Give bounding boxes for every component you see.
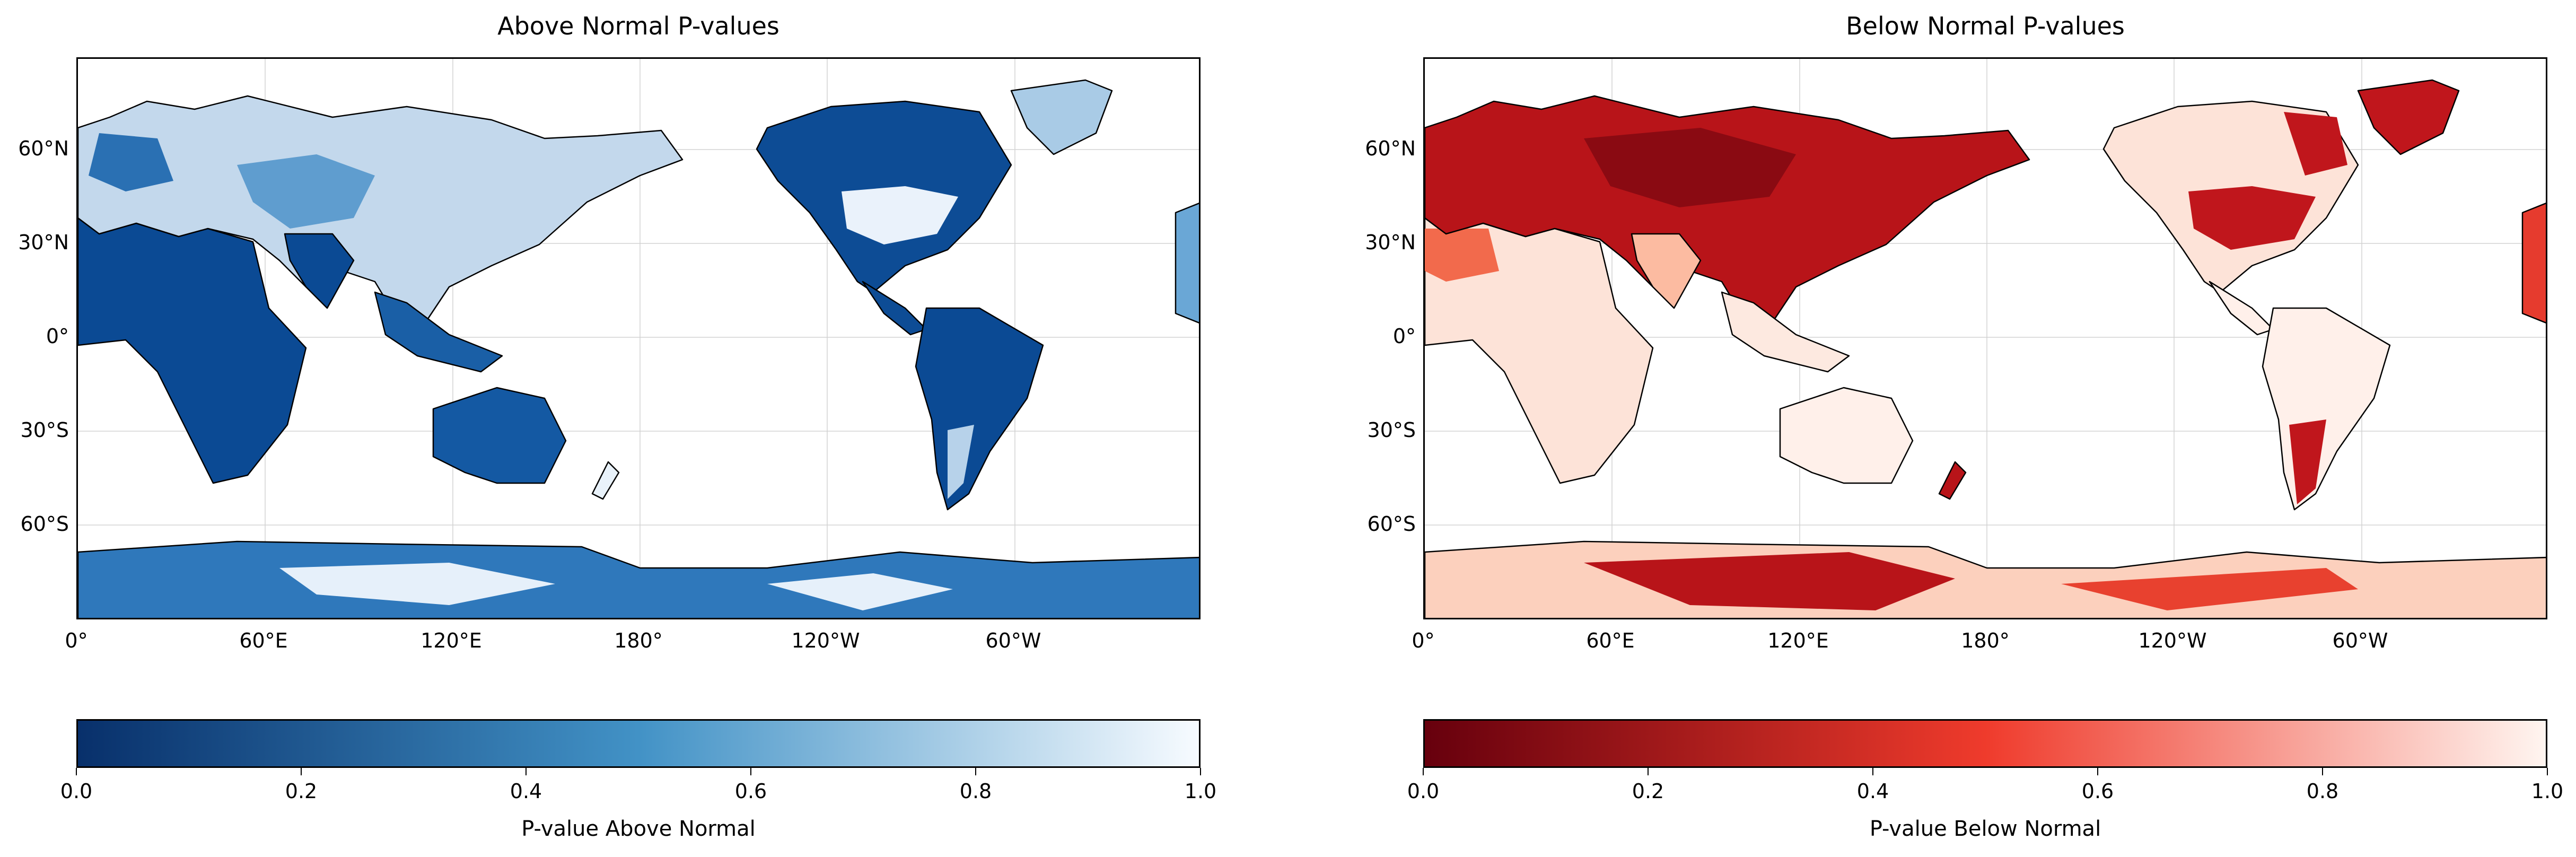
map-svg: [1425, 59, 2546, 618]
colorbar-tick-label: 0.0: [60, 780, 93, 803]
region-eurasia: [78, 95, 684, 336]
lat-tick-label: 0°: [1392, 325, 1416, 348]
colorbar-tick-label: 0.4: [510, 780, 542, 803]
colorbar-tick-mark: [1648, 768, 1649, 775]
region-australia: [432, 387, 567, 484]
colorbar-title: P-value Below Normal: [1869, 817, 2101, 841]
lon-tick-label: 0°: [65, 629, 88, 652]
lat-tick-label: 60°S: [1367, 512, 1416, 536]
lon-tick-label: 180°: [614, 629, 663, 652]
lat-tick-label: 30°S: [20, 418, 69, 442]
colorbar-title: P-value Above Normal: [521, 817, 756, 841]
colorbar-tick-label: 0.6: [734, 780, 767, 803]
lat-tick-label: 30°N: [1365, 231, 1416, 254]
colorbar-tick-mark: [2097, 768, 2098, 775]
colorbar-tick-mark: [750, 768, 751, 775]
colorbar-tick-label: 0.2: [1632, 780, 1664, 803]
lon-tick-label: 60°E: [239, 629, 288, 652]
lon-tick-label: 60°W: [2332, 629, 2388, 652]
colorbar-tick-label: 1.0: [1184, 780, 1217, 803]
panel-title: Below Normal P-values: [1846, 12, 2125, 40]
colorbar-below-normal: [1423, 719, 2547, 768]
lat-tick-label: 0°: [46, 325, 69, 348]
lat-tick-label: 60°N: [1365, 137, 1416, 160]
region-india: [1631, 233, 1702, 309]
colorbar-tick-mark: [76, 768, 77, 775]
lon-tick-label: 120°W: [2138, 629, 2207, 652]
colorbar-tick-label: 0.0: [1407, 780, 1440, 803]
lat-tick-label: 60°S: [20, 512, 69, 536]
lat-tick-label: 60°N: [18, 137, 69, 160]
region-eurasia: [1425, 95, 2030, 336]
colorbar-tick-mark: [1423, 768, 1424, 775]
colorbar-tick-mark: [525, 768, 527, 775]
region-greenland: [2357, 79, 2460, 155]
panel-above-normal: Above Normal P-values: [0, 0, 1236, 857]
colorbar-tick-mark: [2547, 768, 2548, 775]
colorbar-tick-mark: [2322, 768, 2323, 775]
lon-tick-label: 120°W: [791, 629, 860, 652]
lon-tick-label: 60°E: [1586, 629, 1635, 652]
region-australia: [1779, 387, 1914, 484]
colorbar-tick-label: 1.0: [2531, 780, 2564, 803]
colorbar-tick-label: 0.8: [959, 780, 992, 803]
lon-tick-label: 60°W: [985, 629, 1041, 652]
region-se-asia: [1721, 291, 1850, 373]
colorbar-tick-mark: [975, 768, 976, 775]
colorbar-tick-label: 0.4: [1856, 780, 1889, 803]
region-south-america: [915, 307, 1044, 511]
region-south-america: [2262, 307, 2391, 511]
region-antarctica: [1425, 540, 2546, 618]
region-africa: [78, 217, 307, 484]
lon-tick-label: 120°E: [420, 629, 482, 652]
lat-tick-label: 30°S: [1367, 418, 1416, 442]
lat-tick-label: 30°N: [18, 231, 69, 254]
colorbar-above-normal: [76, 719, 1201, 768]
region-greenland: [1010, 79, 1113, 155]
region-antarctica: [78, 540, 1199, 618]
colorbar-tick-label: 0.8: [2306, 780, 2339, 803]
lon-tick-label: 120°E: [1767, 629, 1829, 652]
map-svg: [78, 59, 1199, 618]
map-above-normal: [76, 57, 1201, 619]
map-below-normal: [1423, 57, 2547, 619]
region-india: [284, 233, 355, 309]
colorbar-tick-label: 0.2: [285, 780, 318, 803]
region-se-asia: [374, 291, 503, 373]
panel-title: Above Normal P-values: [497, 12, 779, 40]
colorbar-tick-mark: [1200, 768, 1201, 775]
lon-tick-label: 0°: [1412, 629, 1435, 652]
panel-below-normal: Below Normal P-values: [1347, 0, 2576, 857]
colorbar-tick-mark: [1872, 768, 1873, 775]
colorbar-tick-label: 0.6: [2081, 780, 2114, 803]
colorbar-tick-mark: [301, 768, 302, 775]
lon-tick-label: 180°: [1961, 629, 2010, 652]
